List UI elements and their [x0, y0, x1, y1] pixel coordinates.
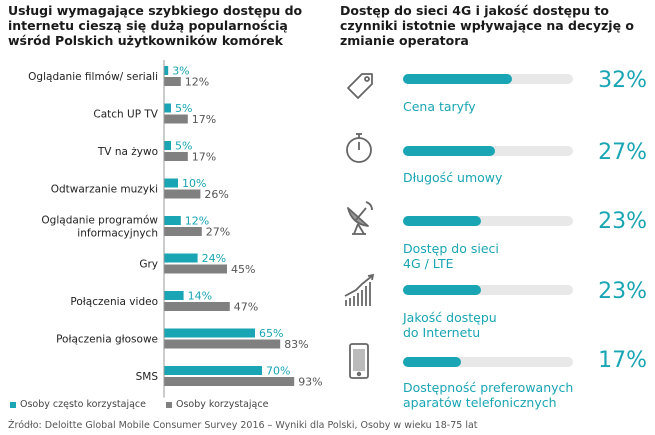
factor-percent: 17% — [598, 348, 647, 373]
bar-value-label: 26% — [204, 188, 228, 201]
bar-users — [164, 377, 295, 386]
bar-users — [164, 114, 188, 124]
stopwatch-icon — [346, 133, 372, 163]
bar-value-label: 14% — [188, 290, 212, 303]
category-label: Gry — [139, 259, 158, 271]
bar-value-label: 65% — [259, 327, 283, 340]
bar-value-label: 12% — [185, 76, 209, 89]
bar-users — [164, 339, 281, 349]
factor-label-line: Dostępność preferowanych — [403, 380, 574, 395]
bar-users — [164, 152, 188, 161]
bar-frequent — [164, 291, 184, 300]
bar-frequent — [164, 178, 178, 188]
bar-value-label: 5% — [175, 102, 192, 115]
source-note: Źródło: Deloitte Global Mobile Consumer … — [8, 420, 478, 431]
bar-value-label: 17% — [192, 151, 216, 164]
bar-value-label: 5% — [175, 140, 192, 153]
factor-label-line: 4G / LTE — [403, 256, 454, 271]
legend-swatch-teal — [10, 401, 16, 408]
category-label: TV na żywo — [97, 146, 158, 158]
factor-percent: 23% — [598, 209, 647, 234]
legend-label-frequent: Osoby często korzystające — [20, 399, 146, 410]
right-chart-title: Dostęp do sieci 4G i jakość dostępu to c… — [340, 3, 635, 48]
factor-bar-fill — [403, 146, 495, 156]
satellite-dish-icon — [347, 201, 373, 235]
bar-frequent — [164, 216, 181, 225]
bar-frequent — [164, 103, 171, 113]
factor-percent: 32% — [598, 68, 647, 93]
factor-bar-track — [403, 74, 573, 84]
factor-bar-track — [403, 146, 573, 156]
bar-value-label: 12% — [185, 215, 209, 228]
factor-label-line: Długość umowy — [403, 170, 503, 185]
category-label: SMS — [136, 371, 159, 383]
bar-value-label: 93% — [298, 376, 322, 389]
bar-frequent — [164, 66, 169, 75]
legend-label-users: Osoby korzystające — [176, 399, 269, 410]
bar-users — [164, 264, 227, 274]
bar-users — [164, 302, 230, 311]
bar-value-label: 27% — [206, 226, 230, 239]
factor-label-line: Dostęp do sieci — [403, 241, 499, 256]
factor-bar-fill — [403, 285, 482, 295]
price-tag-icon — [347, 73, 373, 99]
rising-chart-icon — [344, 273, 375, 306]
left-chart-title: Usługi wymagające szybkiego dostępu do i… — [8, 3, 303, 48]
factor-label: Dostępność preferowanych aparatów telefo… — [403, 380, 643, 410]
bar-users — [164, 77, 181, 86]
services-bar-chart: Oglądanie filmów/ seriali 3%12%Catch UP T… — [28, 60, 323, 398]
bar-users — [164, 227, 202, 236]
category-label: Połączenia video — [70, 296, 158, 308]
bar-frequent — [164, 366, 262, 375]
legend-swatch-gray — [166, 401, 172, 408]
smartphone-icon — [349, 343, 369, 379]
category-label: Oglądanie programów — [41, 215, 158, 227]
factor-label: Cena taryfy — [403, 99, 643, 114]
factor-percent: 27% — [598, 140, 647, 165]
bar-value-label: 10% — [182, 177, 206, 190]
factor-bar-fill — [403, 357, 461, 367]
bar-value-label: 70% — [266, 365, 290, 378]
category-label: Oglądanie filmów/ seriali — [28, 71, 158, 83]
bar-frequent — [164, 253, 198, 263]
bar-value-label: 45% — [231, 263, 255, 276]
bar-value-label: 17% — [192, 113, 216, 126]
bar-users — [164, 189, 201, 199]
legend-item-users: Osoby korzystające — [166, 399, 268, 410]
bar-value-label: 83% — [284, 338, 308, 351]
factor-bar-track — [403, 216, 573, 226]
category-label: Catch UP TV — [93, 109, 158, 121]
factor-label: Dostęp do sieci 4G / LTE — [403, 241, 643, 271]
category-label: informacyjnych — [77, 228, 158, 240]
factor-label-line: do Internetu — [403, 325, 481, 340]
bar-frequent — [164, 141, 171, 150]
legend-item-frequent: Osoby często korzystające — [10, 399, 146, 410]
bar-value-label: 47% — [234, 301, 258, 314]
factor-bar-fill — [403, 74, 512, 84]
factor-label-line: aparatów telefonicznych — [403, 395, 557, 410]
factor-label: Długość umowy — [403, 170, 643, 185]
chart-legend: Osoby często korzystające Osoby korzysta… — [10, 399, 268, 410]
factor-label: Jakość dostępu do Internetu — [403, 310, 643, 340]
factor-label-line: Jakość dostępu — [403, 310, 497, 325]
factor-percent: 23% — [598, 279, 647, 304]
category-label: Odtwarzanie muzyki — [51, 184, 158, 196]
factor-bar-track — [403, 285, 573, 295]
factor-bar-track — [403, 357, 573, 367]
bar-frequent — [164, 328, 255, 338]
bar-value-label: 24% — [202, 252, 226, 265]
bar-value-label: 3% — [172, 65, 189, 78]
factor-bar-fill — [403, 216, 482, 226]
category-label: Połączenia głosowe — [56, 334, 158, 346]
factor-label-line: Cena taryfy — [403, 99, 476, 114]
